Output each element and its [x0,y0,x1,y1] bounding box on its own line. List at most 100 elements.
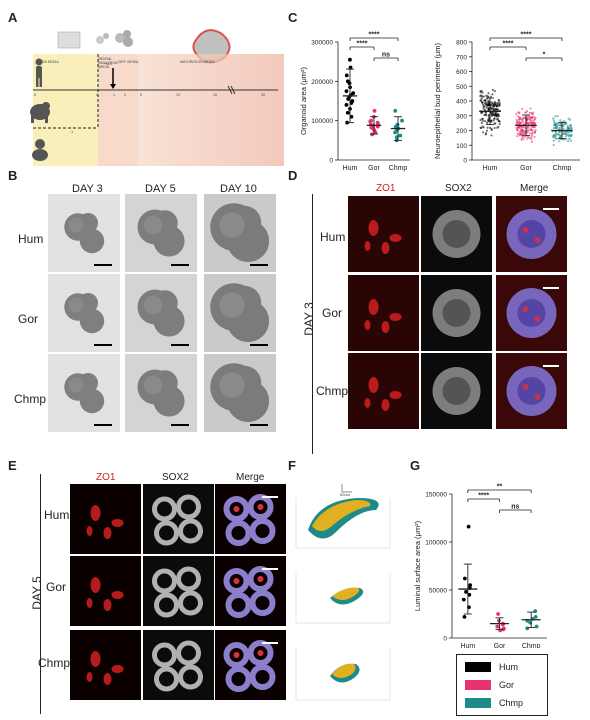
brightfield-image [125,194,197,272]
sox2-image [143,630,214,700]
data-point [346,97,351,101]
x-tick-label: Gor [494,643,506,648]
channel-merge: Merge [236,472,265,483]
data-point [462,576,467,581]
panel-label-d: D [288,168,298,183]
data-point [487,119,490,122]
scale-bar [94,344,112,346]
legend-label: Gor [499,680,515,690]
data-point [487,107,490,110]
data-point [556,126,559,129]
data-point [479,126,482,129]
brightfield-image [204,354,276,432]
data-point [519,117,522,121]
merge-image [215,556,286,626]
data-point [495,115,498,118]
col-header-day3: DAY 3 [72,183,103,195]
data-point [516,132,519,135]
y-axis-label: Luminal surface area (μm²) [413,520,422,611]
row-label-chmp: Chmp [316,384,349,398]
data-point [491,101,494,105]
data-point [529,107,532,110]
y-tick-label: 200000 [311,79,333,86]
data-point [562,119,565,123]
data-point [553,121,556,124]
scale-bar [250,344,268,346]
mg-label: +MG [104,62,112,66]
tick-label: -5 [33,93,37,97]
data-point [484,101,488,104]
data-point [533,135,536,139]
data-point [528,111,532,114]
data-point [482,107,485,110]
data-point [533,126,537,129]
merge-image [496,275,567,351]
data-point [492,107,495,110]
data-point [552,139,555,142]
data-point [497,99,500,102]
scale-bar [543,287,559,289]
brightfield-image [48,354,120,432]
data-point [490,127,493,131]
data-point [554,115,557,118]
scale-bar [262,642,278,644]
tick-label: 1 [113,93,115,97]
panel-label-c: C [288,10,298,25]
data-point [522,138,525,141]
data-point [556,115,559,118]
data-point [552,117,555,120]
data-point [492,119,495,122]
scale-bar [171,424,189,426]
data-point [496,108,499,111]
data-point [564,122,567,126]
panel-label-f: F [288,458,296,473]
significance-label: **** [521,32,532,39]
data-point [466,524,471,529]
y-tick-label: 100 [456,143,467,150]
y-tick-label: 800 [456,40,467,47]
merge-image [215,484,286,554]
data-point [462,614,467,619]
x-tick-label: Gor [520,165,532,172]
data-point [467,592,472,597]
data-point [559,119,562,122]
merge-image [496,353,567,429]
data-point [486,121,489,125]
data-point [468,583,473,588]
tick-label: 0 [96,93,98,97]
data-point [518,131,521,134]
data-point [347,81,352,86]
brightfield-image [48,274,120,352]
data-point [521,120,525,124]
brightfield-image [204,194,276,272]
data-point [482,95,485,98]
data-point [498,122,501,126]
channel-merge: Merge [520,183,549,194]
data-point [521,118,524,121]
data-point [489,95,493,98]
y-tick-label: 300 [456,113,467,120]
data-point [521,107,524,111]
data-point [481,91,484,94]
row-label-hum: Hum [320,230,346,244]
merge-image [496,196,567,272]
data-point [556,133,559,136]
data-point [515,118,518,122]
data-point [523,126,526,129]
data-point [493,89,496,93]
data-point [558,126,561,130]
data-point [479,99,483,102]
data-point [521,129,524,133]
data-point [557,122,560,125]
significance-label: **** [357,41,368,48]
significance-label: **** [369,32,380,39]
data-point [498,103,501,106]
data-point [484,132,488,135]
scale-bar [94,264,112,266]
zo1-image [70,630,141,700]
tick-label: 20 [261,93,265,97]
data-point [345,110,350,115]
data-point [486,126,489,129]
x-tick-label: Hum [460,643,475,648]
stage-eb-media: EB MEDIA [42,60,59,64]
